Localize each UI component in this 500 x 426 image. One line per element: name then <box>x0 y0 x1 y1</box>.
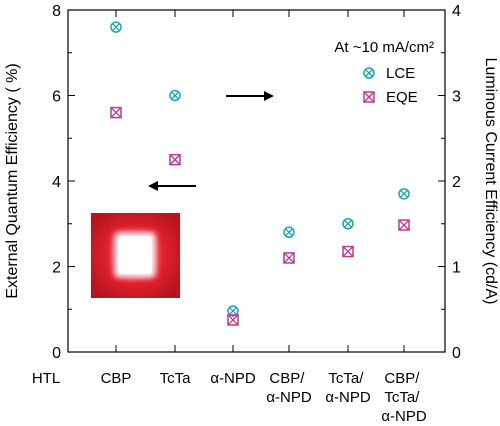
plot-frame <box>67 9 446 353</box>
category-label: CBP/ TcTa/ α-NPD <box>381 370 427 425</box>
category-label-line: TcTa/ <box>328 370 364 387</box>
category-label-line: CBP/ <box>384 370 420 387</box>
right-tick-label: 0 <box>452 345 461 362</box>
data-points <box>110 21 410 326</box>
category-label-line: α-NPD <box>210 370 256 387</box>
category-label: α-NPD <box>210 370 256 387</box>
inset-photo <box>91 213 180 298</box>
point-eqe <box>342 245 354 258</box>
legend-marker-lce <box>363 67 375 79</box>
legend-circle-x-icon <box>363 67 375 79</box>
category-label-line: TcTa/ <box>384 389 420 406</box>
category-label-line: α-NPD <box>325 389 371 406</box>
category-label: TcTa/ α-NPD <box>325 370 371 406</box>
point-eqe <box>227 314 239 326</box>
legend-label-eqe: EQE <box>386 89 418 106</box>
right-tick-label: 4 <box>452 3 461 20</box>
left-tick-labels: 0 2 4 6 8 <box>52 3 61 362</box>
legend: LCE EQE <box>363 65 418 106</box>
point-eqe <box>110 106 122 119</box>
point-lce <box>342 218 354 230</box>
point-lce <box>227 305 239 317</box>
condition-annotation: At ~10 mA/cm² <box>334 39 434 56</box>
x-axis-prefix-label: HTL <box>32 370 60 387</box>
right-tick-label: 3 <box>452 89 461 106</box>
right-tick-label: 2 <box>452 174 461 191</box>
right-tick-label: 1 <box>452 260 461 277</box>
category-label-line: α-NPD <box>266 389 312 406</box>
category-label: TcTa <box>160 370 192 387</box>
category-label: CBP/ α-NPD <box>266 370 312 406</box>
left-tick-label: 8 <box>52 3 61 20</box>
category-labels: CBP TcTa α-NPD CBP/ α-NPD TcTa/ α-NPD CB… <box>101 370 427 425</box>
category-label-line: CBP/ <box>269 370 305 387</box>
y-axis-right-title: Luminous Current Efficiency (cd/A) <box>482 58 499 305</box>
category-label-line: TcTa <box>160 370 192 387</box>
axis-ticks <box>68 9 445 353</box>
legend-label-lce: LCE <box>386 65 415 82</box>
category-label-line: CBP <box>101 370 132 387</box>
point-lce <box>398 188 410 200</box>
point-eqe <box>398 219 410 231</box>
category-label: CBP <box>101 370 132 387</box>
left-tick-label: 0 <box>52 345 61 362</box>
legend-square-x-icon <box>363 91 375 103</box>
point-eqe <box>169 153 181 166</box>
point-lce <box>283 226 295 239</box>
left-tick-label: 6 <box>52 89 61 106</box>
left-tick-label: 2 <box>52 260 61 277</box>
left-tick-label: 4 <box>52 174 61 191</box>
arrow-to-right-axis <box>226 91 274 101</box>
legend-marker-eqe <box>363 91 375 103</box>
point-eqe <box>283 252 295 264</box>
y-axis-left-title: External Quantum Efficiency ( %) <box>4 63 21 298</box>
point-lce <box>110 21 122 33</box>
arrow-to-left-axis <box>148 181 196 191</box>
point-lce <box>169 89 181 102</box>
category-label-line: α-NPD <box>381 408 427 425</box>
right-tick-labels: 0 1 2 3 4 <box>452 3 461 362</box>
